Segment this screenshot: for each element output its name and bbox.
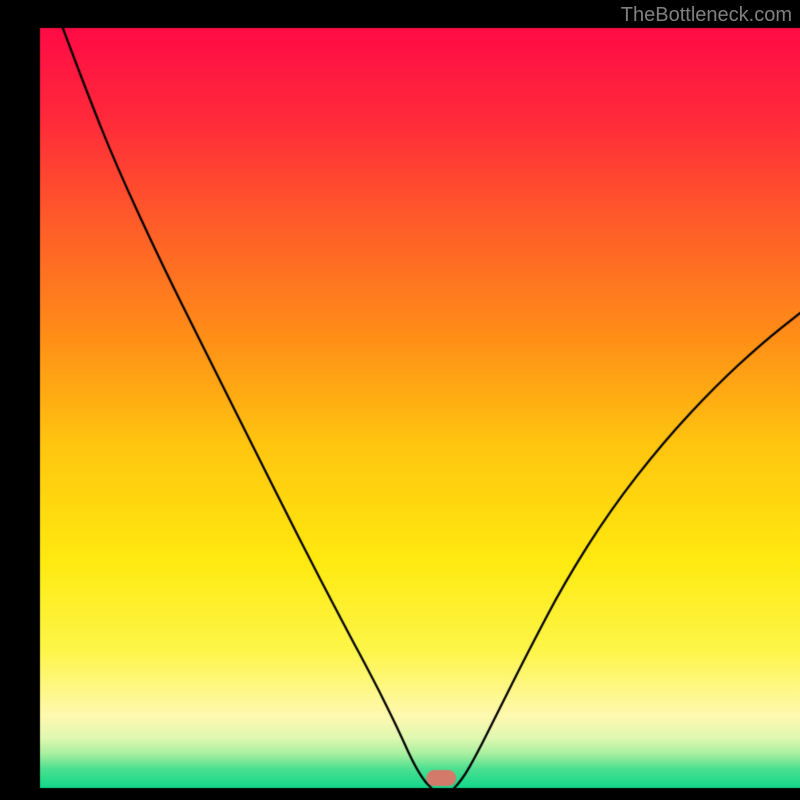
- bottleneck-curve-chart: [0, 0, 800, 800]
- watermark-label: TheBottleneck.com: [621, 4, 792, 27]
- chart-stage: TheBottleneck.com: [0, 0, 800, 800]
